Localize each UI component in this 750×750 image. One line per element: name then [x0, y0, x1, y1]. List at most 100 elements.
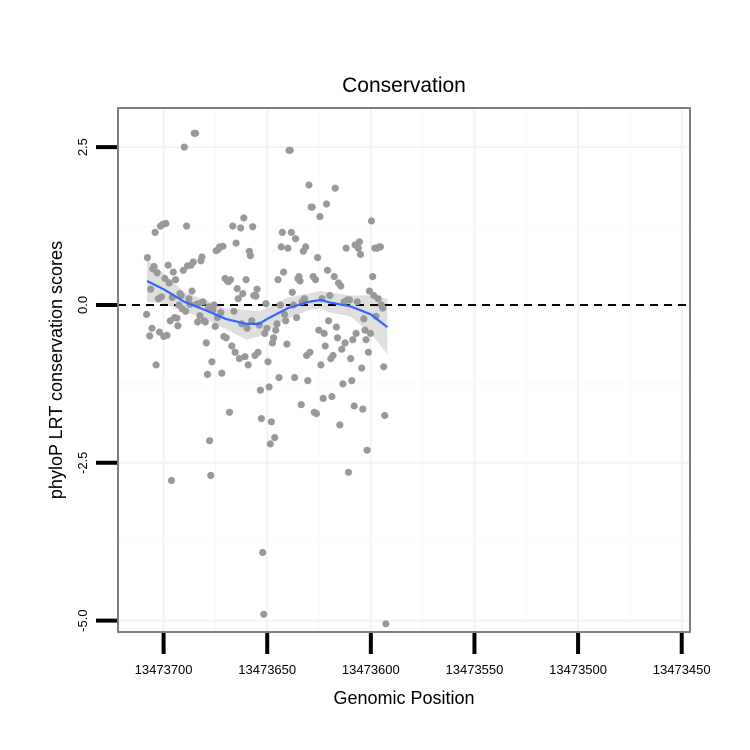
- data-point: [206, 437, 214, 445]
- data-point: [374, 295, 382, 303]
- data-point: [366, 329, 374, 337]
- data-point: [275, 374, 283, 382]
- data-point: [259, 548, 267, 557]
- data-point: [244, 361, 252, 369]
- data-point: [235, 355, 243, 363]
- data-point: [198, 253, 206, 261]
- data-point: [283, 340, 291, 348]
- data-point: [304, 377, 312, 385]
- data-point: [169, 268, 177, 276]
- data-point: [243, 324, 251, 332]
- data-point: [225, 408, 234, 416]
- data-point: [210, 301, 218, 309]
- data-point: [165, 279, 173, 287]
- data-point: [363, 446, 371, 454]
- data-point: [264, 358, 272, 366]
- data-point: [202, 339, 210, 347]
- data-point: [276, 301, 284, 309]
- data-point: [267, 418, 275, 426]
- data-point: [208, 358, 216, 366]
- y-tick-label: 0.0: [75, 296, 90, 314]
- data-point: [364, 348, 372, 356]
- x-axis-title: Genomic Position: [333, 688, 474, 708]
- data-point: [188, 287, 196, 295]
- data-point: [232, 239, 240, 247]
- data-point: [257, 415, 265, 423]
- data-point: [359, 405, 367, 413]
- data-point: [328, 392, 336, 401]
- data-point: [316, 213, 324, 221]
- data-point: [179, 266, 187, 274]
- data-point: [229, 222, 237, 230]
- data-point: [293, 314, 301, 322]
- data-point: [322, 200, 331, 208]
- data-point: [300, 295, 309, 303]
- data-point: [337, 282, 345, 290]
- data-point: [345, 296, 354, 304]
- plot-background: [118, 108, 690, 632]
- data-point: [292, 235, 300, 243]
- data-point: [291, 374, 299, 382]
- data-point: [183, 222, 191, 230]
- data-point: [191, 129, 200, 137]
- data-point: [281, 310, 289, 318]
- data-point: [233, 285, 241, 293]
- data-point: [219, 242, 227, 250]
- data-point: [302, 243, 310, 251]
- data-point: [315, 326, 323, 334]
- data-point: [288, 288, 296, 296]
- data-point: [248, 317, 256, 325]
- data-point: [319, 394, 327, 402]
- x-tick-label: 13473550: [446, 662, 504, 677]
- data-point: [147, 285, 155, 293]
- data-point: [360, 315, 368, 323]
- data-point: [148, 324, 156, 332]
- x-tick-label: 13473700: [135, 662, 193, 677]
- data-point: [369, 273, 377, 281]
- data-point: [330, 273, 338, 281]
- data-point: [157, 293, 166, 301]
- data-point: [228, 342, 236, 350]
- data-point: [306, 348, 314, 356]
- data-point: [380, 363, 388, 371]
- data-point: [355, 238, 363, 246]
- data-point: [347, 355, 355, 363]
- data-point: [286, 146, 294, 154]
- data-point: [242, 276, 250, 284]
- y-tick-label: 2.5: [75, 138, 90, 156]
- data-point: [282, 317, 290, 325]
- data-point: [332, 323, 340, 331]
- x-axis: 13473700 13473650 13473600 13473550 13473500…: [135, 633, 711, 677]
- data-point: [365, 287, 373, 295]
- data-point: [194, 318, 202, 326]
- data-point: [361, 326, 369, 334]
- data-point: [321, 342, 329, 350]
- data-point: [162, 219, 170, 228]
- data-point: [350, 402, 358, 410]
- data-point: [150, 262, 158, 271]
- data-point: [254, 348, 262, 356]
- data-point: [296, 277, 304, 285]
- y-tick-label: -5.0: [75, 609, 90, 631]
- data-point: [341, 339, 349, 347]
- chart-title: Conservation: [342, 74, 466, 97]
- data-point: [143, 254, 151, 262]
- data-point: [189, 258, 197, 266]
- data-point: [356, 250, 365, 259]
- data-point: [249, 223, 257, 231]
- data-point: [240, 214, 248, 222]
- data-point: [349, 336, 357, 344]
- data-point: [317, 361, 325, 369]
- data-point: [263, 324, 271, 332]
- data-point: [284, 244, 292, 252]
- data-point: [182, 307, 190, 315]
- data-point: [326, 291, 334, 300]
- y-axis-title: phyloP LRT conservation scores: [46, 241, 66, 499]
- data-point: [336, 421, 344, 429]
- data-point: [338, 345, 346, 353]
- data-point: [358, 364, 366, 372]
- data-point: [270, 334, 278, 342]
- data-point: [153, 269, 161, 277]
- data-point: [217, 308, 225, 317]
